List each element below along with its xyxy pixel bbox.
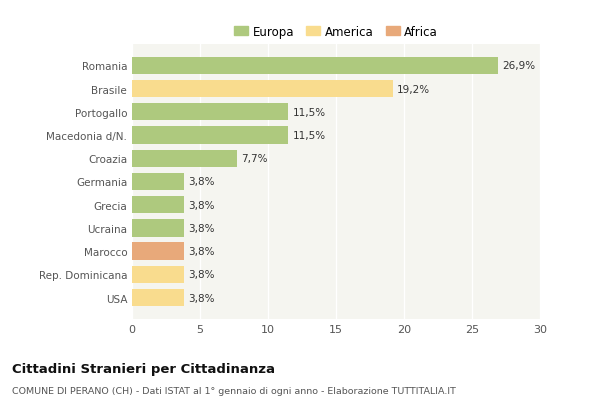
Text: 3,8%: 3,8% xyxy=(188,223,214,234)
Text: 19,2%: 19,2% xyxy=(397,84,430,94)
Bar xyxy=(132,196,184,214)
Text: 3,8%: 3,8% xyxy=(188,293,214,303)
Text: 3,8%: 3,8% xyxy=(188,247,214,256)
Legend: Europa, America, Africa: Europa, America, Africa xyxy=(229,21,443,43)
Text: 11,5%: 11,5% xyxy=(292,130,326,141)
Text: 26,9%: 26,9% xyxy=(502,61,535,71)
Text: 11,5%: 11,5% xyxy=(292,108,326,117)
Bar xyxy=(132,220,184,237)
Bar xyxy=(132,104,289,121)
Bar xyxy=(132,173,184,191)
Bar xyxy=(132,289,184,307)
Text: 3,8%: 3,8% xyxy=(188,270,214,280)
Bar xyxy=(132,266,184,283)
Text: 3,8%: 3,8% xyxy=(188,200,214,210)
Bar xyxy=(132,150,237,168)
Text: 7,7%: 7,7% xyxy=(241,154,268,164)
Bar xyxy=(132,81,393,98)
Text: 3,8%: 3,8% xyxy=(188,177,214,187)
Bar xyxy=(132,243,184,260)
Text: Cittadini Stranieri per Cittadinanza: Cittadini Stranieri per Cittadinanza xyxy=(12,362,275,375)
Bar xyxy=(132,57,498,75)
Text: COMUNE DI PERANO (CH) - Dati ISTAT al 1° gennaio di ogni anno - Elaborazione TUT: COMUNE DI PERANO (CH) - Dati ISTAT al 1°… xyxy=(12,387,456,396)
Bar xyxy=(132,127,289,144)
